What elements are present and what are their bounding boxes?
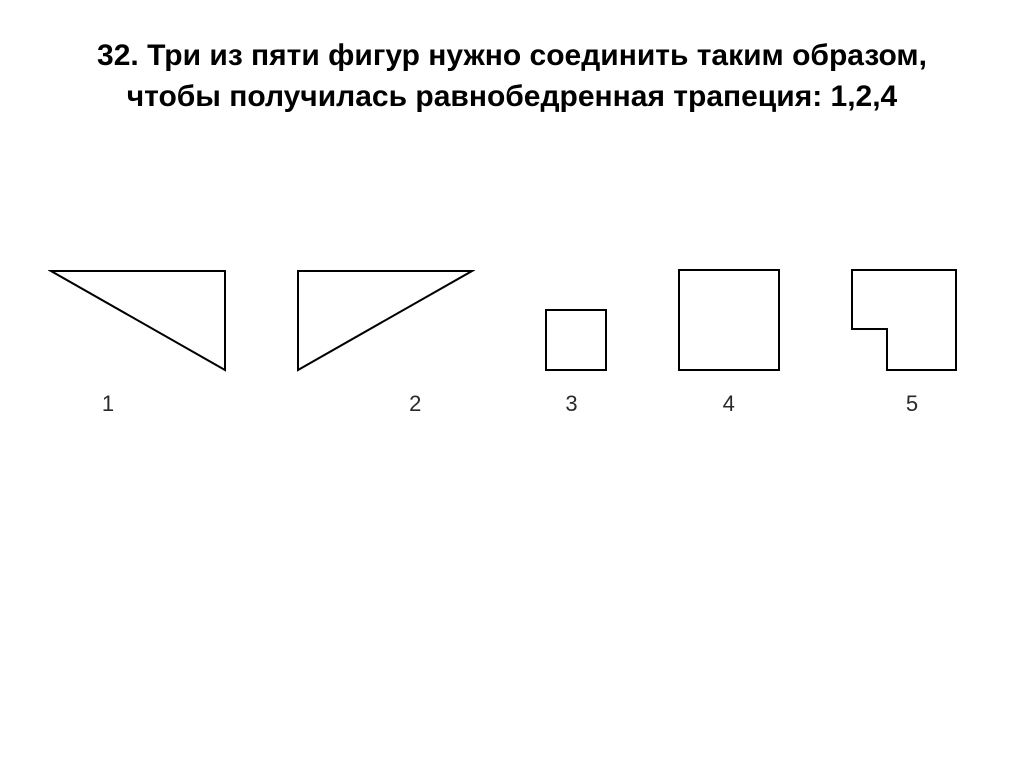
figure-item-4: 4 [676,267,782,417]
figure-item-5: 5 [849,267,959,417]
figure-item-1: 1 [48,268,228,417]
shape-right-triangle-left [48,268,228,373]
figures-area: 1 2 3 4 5 [0,117,1024,767]
shape-small-square [543,307,609,373]
figure-label-5: 5 [906,391,918,417]
figure-row: 1 2 3 4 5 [0,267,1024,417]
figure-shape-slot-3 [543,307,609,373]
page-root: 32. Три из пяти фигур нужно соединить та… [0,0,1024,767]
shape-large-square [676,267,782,373]
figure-shape-slot-2 [295,268,475,373]
figure-label-3: 3 [565,391,577,417]
figure-shape-slot-1 [48,268,228,373]
figure-shape-slot-5 [849,267,959,373]
figure-label-4: 4 [723,391,735,417]
figure-item-2: 2 [295,268,475,417]
figure-label-2: 2 [409,391,421,417]
shape-l-shape [849,267,959,373]
title-block: 32. Три из пяти фигур нужно соединить та… [0,0,1024,117]
figure-item-3: 3 [543,307,609,417]
figure-label-1: 1 [102,391,114,417]
shape-right-triangle-right [295,268,475,373]
figure-shape-slot-4 [676,267,782,373]
problem-title: 32. Три из пяти фигур нужно соединить та… [60,36,964,117]
